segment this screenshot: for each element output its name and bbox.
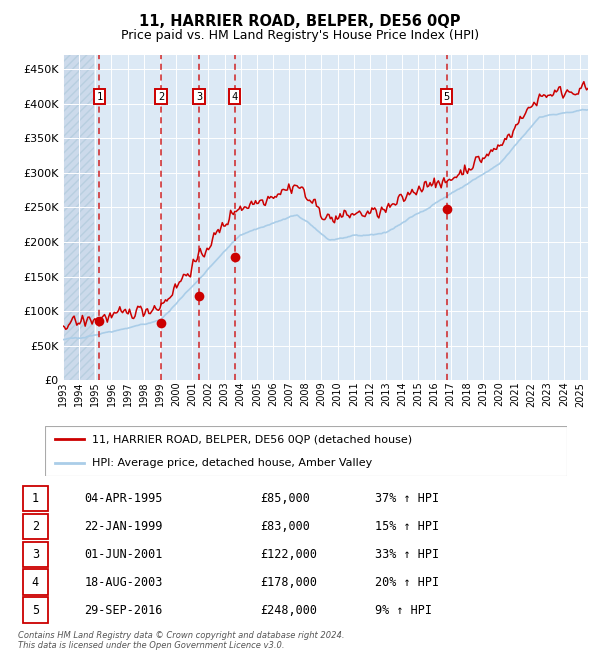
Text: 15% ↑ HPI: 15% ↑ HPI bbox=[375, 520, 439, 533]
Text: 2: 2 bbox=[158, 92, 164, 102]
Text: HPI: Average price, detached house, Amber Valley: HPI: Average price, detached house, Ambe… bbox=[92, 458, 372, 468]
Text: Price paid vs. HM Land Registry's House Price Index (HPI): Price paid vs. HM Land Registry's House … bbox=[121, 29, 479, 42]
Text: 20% ↑ HPI: 20% ↑ HPI bbox=[375, 576, 439, 589]
FancyBboxPatch shape bbox=[23, 486, 48, 511]
Text: 33% ↑ HPI: 33% ↑ HPI bbox=[375, 547, 439, 560]
FancyBboxPatch shape bbox=[23, 597, 48, 623]
Text: Contains HM Land Registry data © Crown copyright and database right 2024.
This d: Contains HM Land Registry data © Crown c… bbox=[18, 630, 344, 650]
Text: 37% ↑ HPI: 37% ↑ HPI bbox=[375, 491, 439, 504]
Text: £85,000: £85,000 bbox=[260, 491, 310, 504]
Text: 1: 1 bbox=[96, 92, 103, 102]
Text: £83,000: £83,000 bbox=[260, 520, 310, 533]
Text: £178,000: £178,000 bbox=[260, 576, 317, 589]
FancyBboxPatch shape bbox=[23, 514, 48, 539]
Text: 01-JUN-2001: 01-JUN-2001 bbox=[84, 547, 163, 560]
Text: 5: 5 bbox=[32, 603, 39, 616]
Text: 4: 4 bbox=[32, 576, 39, 589]
Text: 22-JAN-1999: 22-JAN-1999 bbox=[84, 520, 163, 533]
FancyBboxPatch shape bbox=[23, 569, 48, 595]
Text: 3: 3 bbox=[32, 547, 39, 560]
Text: 1: 1 bbox=[32, 491, 39, 504]
Text: 3: 3 bbox=[196, 92, 202, 102]
Text: 2: 2 bbox=[32, 520, 39, 533]
Text: 29-SEP-2016: 29-SEP-2016 bbox=[84, 603, 163, 616]
FancyBboxPatch shape bbox=[45, 426, 567, 476]
Text: 11, HARRIER ROAD, BELPER, DE56 0QP: 11, HARRIER ROAD, BELPER, DE56 0QP bbox=[139, 14, 461, 29]
FancyBboxPatch shape bbox=[23, 541, 48, 567]
Text: 18-AUG-2003: 18-AUG-2003 bbox=[84, 576, 163, 589]
Text: 5: 5 bbox=[443, 92, 450, 102]
Bar bbox=[63, 55, 94, 380]
Text: £248,000: £248,000 bbox=[260, 603, 317, 616]
Text: 9% ↑ HPI: 9% ↑ HPI bbox=[375, 603, 432, 616]
Text: £122,000: £122,000 bbox=[260, 547, 317, 560]
Text: 11, HARRIER ROAD, BELPER, DE56 0QP (detached house): 11, HARRIER ROAD, BELPER, DE56 0QP (deta… bbox=[92, 434, 412, 445]
Text: 4: 4 bbox=[232, 92, 238, 102]
Text: 04-APR-1995: 04-APR-1995 bbox=[84, 491, 163, 504]
